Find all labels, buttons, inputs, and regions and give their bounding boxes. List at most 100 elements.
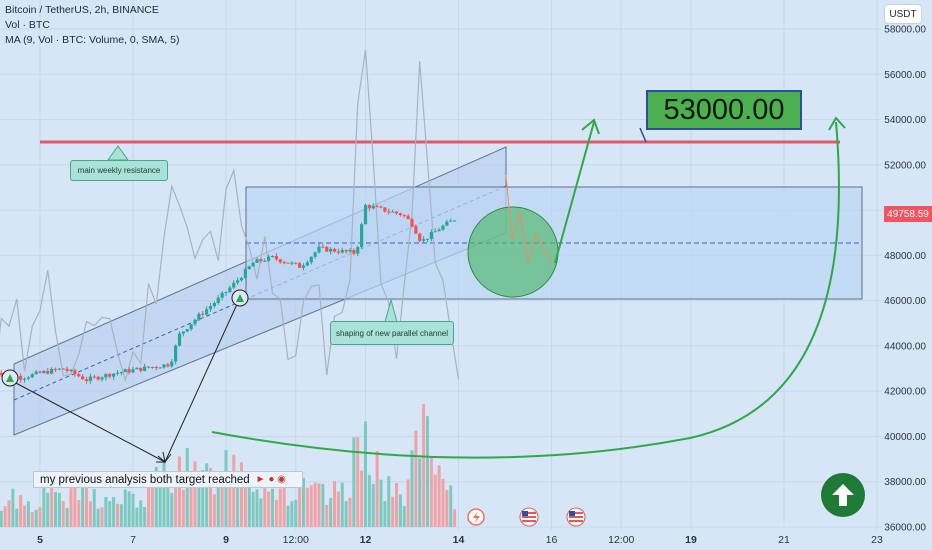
volume-bar (19, 495, 23, 527)
volume-bar (220, 485, 224, 527)
candle-body (441, 225, 445, 230)
us-flag-icon[interactable] (566, 507, 586, 527)
volume-bar (240, 462, 243, 527)
volume-bar (232, 454, 236, 527)
us-flag-icon[interactable] (519, 507, 539, 527)
last-price-tag: 49758.59 (884, 206, 932, 222)
candle-body (143, 366, 147, 371)
candle-body (371, 206, 375, 209)
up-arrow-circle-icon[interactable] (821, 473, 865, 517)
candle-body (301, 265, 306, 268)
volume-bar (30, 512, 34, 527)
candle-body (212, 303, 216, 307)
price-tick-label: 48000.00 (884, 251, 926, 262)
candle-body (108, 373, 112, 377)
ma-indicator-label[interactable]: MA (9, Vol · BTC: Volume, 0, SMA, 5) (5, 34, 180, 46)
price-axis[interactable] (882, 0, 932, 550)
target-pointer (639, 127, 647, 143)
price-tick-label: 40000.00 (884, 432, 926, 443)
volume-bar (398, 494, 402, 527)
volume-bar (344, 501, 348, 527)
volume-bar (54, 492, 57, 527)
volume-bar (402, 506, 406, 527)
candle-body (115, 372, 120, 374)
prev-analysis-line-1 (13, 381, 166, 463)
candle-body (453, 220, 457, 222)
candle-body (282, 262, 286, 264)
candle-body (50, 368, 54, 374)
candle-body (205, 309, 209, 315)
candle-body (449, 220, 453, 222)
volume-bar (387, 476, 391, 527)
volume-bar (449, 485, 453, 527)
candle-body (189, 324, 193, 330)
volume-bar (259, 498, 263, 527)
volume-bar (243, 487, 247, 527)
candle-body (84, 379, 89, 382)
candle-body (123, 369, 127, 373)
long-forecast-arrowhead (828, 116, 846, 131)
time-axis-labels: 5 7 9 12:00 12 14 16 12:00 19 21 23 (37, 534, 883, 546)
channel-note[interactable]: shaping of new parallel channel (330, 321, 454, 345)
candle-body (356, 247, 360, 254)
volume-bar (360, 470, 364, 527)
volume-bar (119, 504, 123, 527)
currency-selector[interactable]: USDT (884, 4, 922, 24)
time-tick-label: 12:00 (608, 534, 634, 546)
candle-body (170, 361, 174, 367)
time-tick-label: 9 (223, 534, 229, 546)
candle-body (259, 259, 263, 262)
volume-bar (406, 479, 410, 527)
candle-body (363, 205, 368, 225)
volume-bar (286, 505, 290, 527)
volume-bar (166, 483, 170, 527)
volume-indicator-label[interactable]: Vol · BTC (5, 19, 50, 31)
candle-body (81, 376, 85, 380)
candle-body (100, 377, 104, 380)
volume-bar (15, 508, 19, 527)
candle-body (398, 213, 402, 216)
candle-body (360, 224, 364, 248)
candle-body (150, 366, 154, 368)
resistance-note[interactable]: main weekly resistance (70, 160, 168, 181)
volume-bar (317, 483, 321, 527)
candle-body (433, 231, 437, 233)
candle-body (232, 282, 236, 288)
candle-body (445, 221, 449, 226)
candle-body (19, 376, 23, 380)
symbol-title[interactable]: Bitcoin / TetherUS, 2h, BINANCE (5, 4, 159, 16)
candle-body (119, 372, 123, 374)
volume-bar (205, 463, 209, 527)
previous-analysis-note[interactable]: my previous analysis both target reached… (33, 471, 303, 488)
emoji-icons: ► ● ◉ (255, 474, 286, 485)
volume-bar (77, 499, 81, 527)
candle-body (38, 371, 42, 373)
volume-bar (278, 488, 282, 527)
candle-body (317, 246, 321, 253)
volume-bar (7, 500, 11, 527)
candle-body (425, 238, 430, 240)
volume-bar (81, 479, 85, 527)
candle-body (174, 345, 178, 362)
time-tick-label: 14 (453, 534, 465, 546)
candle-body (251, 262, 255, 267)
volume-bar (340, 482, 344, 527)
candle-body (166, 364, 170, 367)
time-axis[interactable] (0, 530, 882, 550)
candle-body (139, 367, 143, 371)
target-price-callout[interactable]: 53000.00 (646, 90, 802, 130)
candle-body (92, 376, 96, 378)
time-tick-label: 21 (778, 534, 790, 546)
candle-body (127, 369, 131, 373)
volume-bar (267, 491, 271, 527)
candle-body (414, 226, 418, 234)
chart-legend: Bitcoin / TetherUS, 2h, BINANCE Vol · BT… (5, 3, 179, 48)
candle-body (65, 368, 69, 371)
candle-body (383, 207, 387, 212)
price-tick-label: 56000.00 (884, 70, 926, 81)
candle-body (0, 373, 3, 375)
volume-bar (50, 475, 54, 527)
candle-body (236, 280, 240, 283)
time-tick-label: 12 (360, 534, 372, 546)
